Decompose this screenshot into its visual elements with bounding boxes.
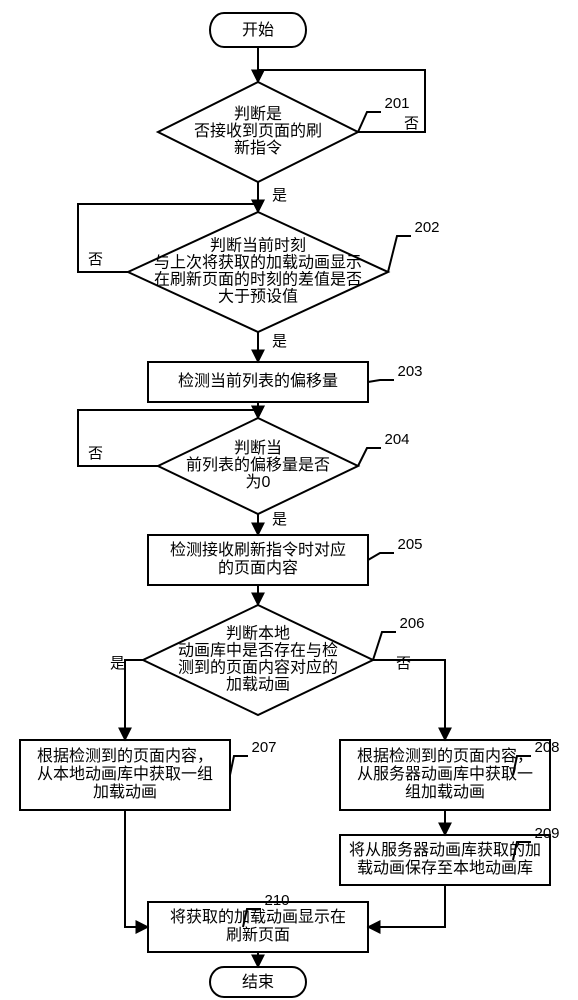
node-201: 判断是否接收到页面的刷新指令 bbox=[158, 82, 358, 182]
ref-number: 202 bbox=[414, 219, 439, 236]
node-line: 大于预设值 bbox=[218, 288, 298, 306]
ref-number: 206 bbox=[399, 615, 424, 632]
flow-edge bbox=[373, 660, 445, 740]
ref-leader-line bbox=[358, 448, 381, 466]
node-line: 组加载动画 bbox=[405, 783, 485, 801]
flow-edge bbox=[125, 810, 148, 927]
terminator-text: 开始 bbox=[242, 21, 274, 39]
node-line: 检测当前列表的偏移量 bbox=[178, 372, 338, 390]
node-line: 从本地动画库中获取一组 bbox=[37, 765, 213, 783]
node-line: 刷新页面 bbox=[226, 926, 290, 944]
node-line: 根据检测到的页面内容， bbox=[357, 747, 533, 765]
node-209: 将从服务器动画库获取的加载动画保存至本地动画库 bbox=[340, 835, 550, 885]
node-line: 的页面内容 bbox=[218, 559, 298, 577]
flow-edge bbox=[368, 885, 445, 927]
ref-leader-line bbox=[368, 380, 394, 382]
edge-label: 否 bbox=[88, 251, 103, 268]
node-结束: 结束 bbox=[210, 967, 306, 997]
node-208: 根据检测到的页面内容，从服务器动画库中获取一组加载动画 bbox=[340, 740, 550, 810]
ref-number: 208 bbox=[534, 739, 559, 756]
node-line: 判断当 bbox=[234, 439, 282, 457]
node-line: 测到的页面内容对应的 bbox=[178, 658, 338, 677]
node-line: 从服务器动画库中获取一 bbox=[357, 765, 533, 783]
ref-number: 201 bbox=[384, 95, 409, 112]
node-line: 在刷新页面的时刻的差值是否 bbox=[154, 271, 362, 289]
node-205: 检测接收刷新指令时对应的页面内容 bbox=[148, 535, 368, 585]
edge-label: 否 bbox=[396, 655, 411, 672]
edge-label: 是 bbox=[272, 511, 287, 528]
node-line: 与上次将获取的加载动画显示 bbox=[154, 254, 362, 272]
ref-number: 204 bbox=[384, 431, 409, 448]
node-207: 根据检测到的页面内容，从本地动画库中获取一组加载动画 bbox=[20, 740, 230, 810]
nodes-layer: 开始判断是否接收到页面的刷新指令判断当前时刻与上次将获取的加载动画显示在刷新页面… bbox=[20, 13, 550, 997]
ref-number: 203 bbox=[397, 363, 422, 380]
node-line: 加载动画 bbox=[226, 676, 290, 694]
edge-label: 否 bbox=[404, 115, 419, 132]
node-210: 将获取的加载动画显示在刷新页面 bbox=[148, 902, 368, 952]
edge-label: 否 bbox=[88, 445, 103, 462]
ref-leader-line bbox=[368, 553, 394, 560]
ref-number: 207 bbox=[251, 739, 276, 756]
node-line: 判断是 bbox=[234, 105, 282, 123]
node-line: 判断本地 bbox=[226, 625, 290, 643]
edges-layer: 是否是否是否是否 bbox=[78, 47, 445, 967]
flowchart-canvas: 是否是否是否是否201202203204205206207208209210开始… bbox=[0, 0, 578, 1000]
node-line: 根据检测到的页面内容， bbox=[37, 747, 213, 765]
node-203: 检测当前列表的偏移量 bbox=[148, 362, 368, 402]
edge-label: 是 bbox=[110, 655, 125, 672]
ref-number: 210 bbox=[264, 892, 289, 909]
node-line: 前列表的偏移量是否 bbox=[186, 456, 330, 474]
node-line: 判断当前时刻 bbox=[210, 237, 306, 255]
ref-leader-line bbox=[388, 236, 411, 272]
flow-edge bbox=[125, 660, 143, 740]
node-line: 动画库中是否存在与检 bbox=[178, 642, 338, 660]
terminator-text: 结束 bbox=[242, 973, 274, 991]
ref-leader-line bbox=[373, 632, 396, 660]
node-line: 加载动画 bbox=[93, 783, 157, 801]
node-line: 载动画保存至本地动画库 bbox=[357, 859, 533, 877]
node-line: 否接收到页面的刷 bbox=[194, 122, 322, 140]
node-line: 将从服务器动画库获取的加 bbox=[349, 841, 541, 859]
edge-label: 是 bbox=[272, 187, 287, 204]
edge-label: 是 bbox=[272, 333, 287, 350]
ref-number: 209 bbox=[534, 825, 559, 842]
node-206: 判断本地动画库中是否存在与检测到的页面内容对应的加载动画 bbox=[143, 605, 373, 715]
node-开始: 开始 bbox=[210, 13, 306, 47]
ref-number: 205 bbox=[397, 536, 422, 553]
node-line: 将获取的加载动画显示在 bbox=[170, 908, 346, 926]
node-204: 判断当前列表的偏移量是否为0 bbox=[158, 418, 358, 514]
node-line: 检测接收刷新指令时对应 bbox=[170, 540, 346, 559]
node-line: 新指令 bbox=[234, 139, 282, 157]
node-line: 为0 bbox=[246, 473, 271, 491]
ref-leader-line bbox=[230, 756, 248, 775]
node-202: 判断当前时刻与上次将获取的加载动画显示在刷新页面的时刻的差值是否大于预设值 bbox=[128, 212, 388, 332]
ref-leader-line bbox=[358, 112, 381, 132]
